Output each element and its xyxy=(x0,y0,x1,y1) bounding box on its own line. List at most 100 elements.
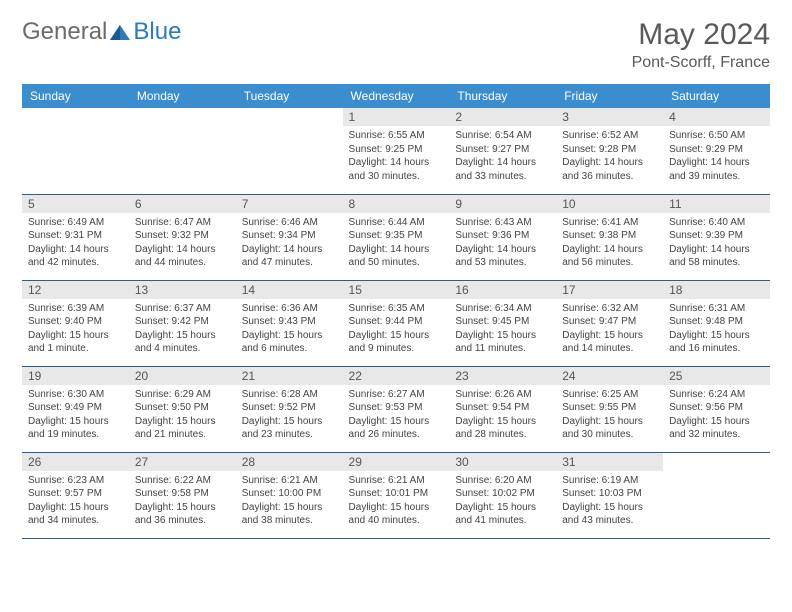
day-number: 4 xyxy=(663,108,770,126)
sunrise-text: Sunrise: 6:20 AM xyxy=(455,474,550,488)
sunrise-text: Sunrise: 6:28 AM xyxy=(242,388,337,402)
day-header-friday: Friday xyxy=(556,84,663,108)
day-number: 7 xyxy=(236,195,343,213)
logo-text-general: General xyxy=(22,18,107,46)
week-row: 5Sunrise: 6:49 AMSunset: 9:31 PMDaylight… xyxy=(22,194,770,280)
day-number: 24 xyxy=(556,367,663,385)
sunrise-text: Sunrise: 6:35 AM xyxy=(349,302,444,316)
daylight-text: Daylight: 15 hours and 16 minutes. xyxy=(669,329,764,356)
day-info: Sunrise: 6:54 AMSunset: 9:27 PMDaylight:… xyxy=(455,129,550,183)
day-info: Sunrise: 6:27 AMSunset: 9:53 PMDaylight:… xyxy=(349,388,444,442)
sunset-text: Sunset: 9:56 PM xyxy=(669,401,764,415)
day-header-monday: Monday xyxy=(129,84,236,108)
day-info: Sunrise: 6:32 AMSunset: 9:47 PMDaylight:… xyxy=(562,302,657,356)
sunset-text: Sunset: 9:32 PM xyxy=(135,229,230,243)
sunset-text: Sunset: 9:25 PM xyxy=(349,143,444,157)
sunrise-text: Sunrise: 6:31 AM xyxy=(669,302,764,316)
day-number: 10 xyxy=(556,195,663,213)
daylight-text: Daylight: 15 hours and 38 minutes. xyxy=(242,501,337,528)
sunset-text: Sunset: 9:43 PM xyxy=(242,315,337,329)
week-row: 1Sunrise: 6:55 AMSunset: 9:25 PMDaylight… xyxy=(22,108,770,194)
day-cell: 20Sunrise: 6:29 AMSunset: 9:50 PMDayligh… xyxy=(129,366,236,452)
sunrise-text: Sunrise: 6:23 AM xyxy=(28,474,123,488)
day-cell: 16Sunrise: 6:34 AMSunset: 9:45 PMDayligh… xyxy=(449,280,556,366)
sunrise-text: Sunrise: 6:27 AM xyxy=(349,388,444,402)
day-info: Sunrise: 6:50 AMSunset: 9:29 PMDaylight:… xyxy=(669,129,764,183)
day-cell: 29Sunrise: 6:21 AMSunset: 10:01 PMDaylig… xyxy=(343,452,450,538)
day-info: Sunrise: 6:44 AMSunset: 9:35 PMDaylight:… xyxy=(349,216,444,270)
daylight-text: Daylight: 15 hours and 43 minutes. xyxy=(562,501,657,528)
day-info: Sunrise: 6:23 AMSunset: 9:57 PMDaylight:… xyxy=(28,474,123,528)
sunset-text: Sunset: 9:45 PM xyxy=(455,315,550,329)
sunrise-text: Sunrise: 6:54 AM xyxy=(455,129,550,143)
daylight-text: Daylight: 14 hours and 30 minutes. xyxy=(349,156,444,183)
sunrise-text: Sunrise: 6:46 AM xyxy=(242,216,337,230)
week-row: 26Sunrise: 6:23 AMSunset: 9:57 PMDayligh… xyxy=(22,452,770,538)
day-number: 19 xyxy=(22,367,129,385)
day-cell: 7Sunrise: 6:46 AMSunset: 9:34 PMDaylight… xyxy=(236,194,343,280)
sunrise-text: Sunrise: 6:52 AM xyxy=(562,129,657,143)
sunset-text: Sunset: 9:44 PM xyxy=(349,315,444,329)
day-number: 18 xyxy=(663,281,770,299)
day-cell: 25Sunrise: 6:24 AMSunset: 9:56 PMDayligh… xyxy=(663,366,770,452)
sunrise-text: Sunrise: 6:37 AM xyxy=(135,302,230,316)
sunset-text: Sunset: 9:52 PM xyxy=(242,401,337,415)
title-block: May 2024 Pont-Scorff, France xyxy=(632,18,770,72)
day-header-wednesday: Wednesday xyxy=(343,84,450,108)
sunrise-text: Sunrise: 6:34 AM xyxy=(455,302,550,316)
week-row: 12Sunrise: 6:39 AMSunset: 9:40 PMDayligh… xyxy=(22,280,770,366)
sunset-text: Sunset: 9:34 PM xyxy=(242,229,337,243)
day-number: 28 xyxy=(236,453,343,471)
day-number: 3 xyxy=(556,108,663,126)
day-number: 13 xyxy=(129,281,236,299)
sunset-text: Sunset: 9:40 PM xyxy=(28,315,123,329)
day-info: Sunrise: 6:21 AMSunset: 10:00 PMDaylight… xyxy=(242,474,337,528)
sunrise-text: Sunrise: 6:30 AM xyxy=(28,388,123,402)
day-info: Sunrise: 6:43 AMSunset: 9:36 PMDaylight:… xyxy=(455,216,550,270)
day-cell: 13Sunrise: 6:37 AMSunset: 9:42 PMDayligh… xyxy=(129,280,236,366)
day-cell: 11Sunrise: 6:40 AMSunset: 9:39 PMDayligh… xyxy=(663,194,770,280)
day-info: Sunrise: 6:40 AMSunset: 9:39 PMDaylight:… xyxy=(669,216,764,270)
day-number: 9 xyxy=(449,195,556,213)
daylight-text: Daylight: 14 hours and 56 minutes. xyxy=(562,243,657,270)
day-info: Sunrise: 6:28 AMSunset: 9:52 PMDaylight:… xyxy=(242,388,337,442)
sunrise-text: Sunrise: 6:21 AM xyxy=(242,474,337,488)
daylight-text: Daylight: 14 hours and 53 minutes. xyxy=(455,243,550,270)
daylight-text: Daylight: 14 hours and 50 minutes. xyxy=(349,243,444,270)
daylight-text: Daylight: 15 hours and 19 minutes. xyxy=(28,415,123,442)
sunset-text: Sunset: 10:01 PM xyxy=(349,487,444,501)
day-number: 14 xyxy=(236,281,343,299)
day-info: Sunrise: 6:21 AMSunset: 10:01 PMDaylight… xyxy=(349,474,444,528)
logo-triangle-icon xyxy=(109,23,131,41)
sunrise-text: Sunrise: 6:47 AM xyxy=(135,216,230,230)
day-info: Sunrise: 6:26 AMSunset: 9:54 PMDaylight:… xyxy=(455,388,550,442)
day-cell: 5Sunrise: 6:49 AMSunset: 9:31 PMDaylight… xyxy=(22,194,129,280)
sunset-text: Sunset: 10:00 PM xyxy=(242,487,337,501)
day-cell: 6Sunrise: 6:47 AMSunset: 9:32 PMDaylight… xyxy=(129,194,236,280)
day-info: Sunrise: 6:30 AMSunset: 9:49 PMDaylight:… xyxy=(28,388,123,442)
day-header-sunday: Sunday xyxy=(22,84,129,108)
day-cell: 17Sunrise: 6:32 AMSunset: 9:47 PMDayligh… xyxy=(556,280,663,366)
daylight-text: Daylight: 14 hours and 58 minutes. xyxy=(669,243,764,270)
day-cell: 2 Sunrise: 6:54 AMSunset: 9:27 PMDaylight… xyxy=(449,108,556,194)
daylight-text: Daylight: 15 hours and 4 minutes. xyxy=(135,329,230,356)
day-info: Sunrise: 6:22 AMSunset: 9:58 PMDaylight:… xyxy=(135,474,230,528)
daylight-text: Daylight: 15 hours and 32 minutes. xyxy=(669,415,764,442)
day-number: 26 xyxy=(22,453,129,471)
logo: General Blue xyxy=(22,18,181,46)
sunset-text: Sunset: 9:50 PM xyxy=(135,401,230,415)
day-number: 2 xyxy=(449,108,556,126)
daylight-text: Daylight: 14 hours and 39 minutes. xyxy=(669,156,764,183)
day-number: 1 xyxy=(343,108,450,126)
empty-cell xyxy=(663,452,770,538)
day-cell: 3Sunrise: 6:52 AMSunset: 9:28 PMDaylight… xyxy=(556,108,663,194)
day-number: 5 xyxy=(22,195,129,213)
day-cell: 31Sunrise: 6:19 AMSunset: 10:03 PMDaylig… xyxy=(556,452,663,538)
daylight-text: Daylight: 15 hours and 34 minutes. xyxy=(28,501,123,528)
day-cell: 18Sunrise: 6:31 AMSunset: 9:48 PMDayligh… xyxy=(663,280,770,366)
empty-cell xyxy=(236,108,343,194)
day-cell: 9 Sunrise: 6:43 AMSunset: 9:36 PMDaylight… xyxy=(449,194,556,280)
day-info: Sunrise: 6:19 AMSunset: 10:03 PMDaylight… xyxy=(562,474,657,528)
daylight-text: Daylight: 14 hours and 36 minutes. xyxy=(562,156,657,183)
sunset-text: Sunset: 9:57 PM xyxy=(28,487,123,501)
